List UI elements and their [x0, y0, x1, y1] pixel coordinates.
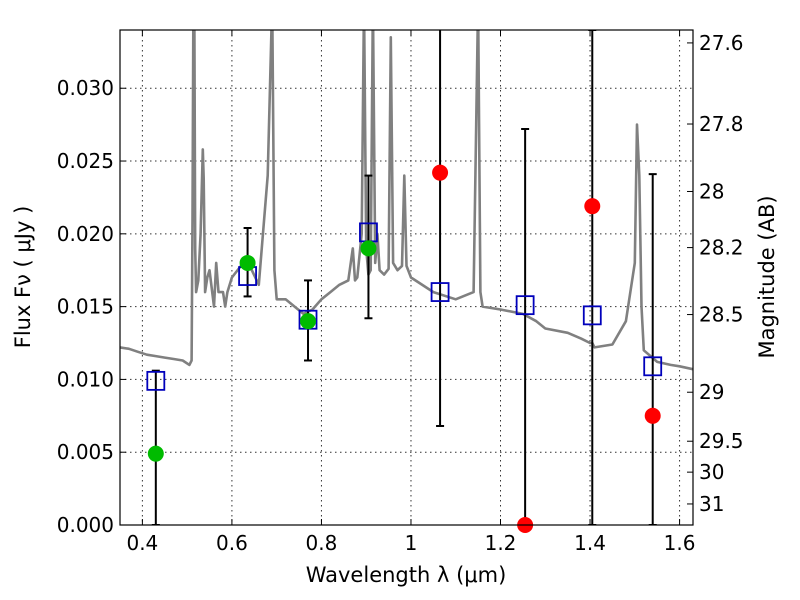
x-tick-label: 1: [405, 531, 418, 555]
photometry-points: [146, 164, 663, 533]
right-axis-label: Magnitude (AB): [755, 195, 779, 358]
magnitude-tick-label: 31: [699, 492, 724, 516]
y-tick-label: 0.030: [57, 76, 114, 100]
model-flux-square: [582, 305, 602, 326]
x-tick-label: 1.6: [664, 531, 696, 555]
observed-flux-circle: [584, 198, 601, 215]
x-tick-label: 1.2: [485, 531, 517, 555]
model-flux-square: [643, 356, 663, 377]
observed-flux-circle: [239, 254, 256, 271]
error-bars: [151, 30, 657, 525]
y-tick-labels: 0.000 0.005 0.010 0.015 0.020 0.025 0.030: [57, 76, 114, 537]
observed-flux-circle: [300, 313, 317, 330]
y-tick-label: 0.010: [57, 367, 114, 391]
x-tick-label: 0.8: [306, 531, 338, 555]
magnitude-tick-label: 29.5: [699, 429, 744, 453]
x-tick-label: 1.4: [574, 531, 606, 555]
x-tick-label: 0.4: [126, 531, 158, 555]
model-spectrum: [120, 30, 693, 371]
magnitude-tick-label: 27.8: [699, 112, 744, 136]
plot-frame: [119, 29, 694, 526]
magnitude-tick-label: 28: [699, 179, 724, 203]
y-axis-label: Flux Fν ( μJy ): [11, 206, 35, 349]
observed-flux-circle: [147, 445, 164, 462]
model-flux-square: [146, 370, 166, 391]
y-tick-label: 0.025: [57, 149, 114, 173]
y-tick-label: 0.020: [57, 222, 114, 246]
spectrum-line: [120, 30, 693, 371]
magnitude-tick-label: 29: [699, 380, 724, 404]
magnitude-tick-label: 30: [699, 460, 724, 484]
observed-flux-circle: [432, 164, 449, 181]
magnitude-tick-label: 28.2: [699, 236, 744, 260]
observed-flux-circle: [360, 240, 377, 257]
y-tick-label: 0.005: [57, 440, 114, 464]
x-axis-label: Wavelength λ (μm): [306, 563, 507, 587]
magnitude-tick-label: 28.5: [699, 303, 744, 327]
y-tick-label: 0.015: [57, 295, 114, 319]
x-tick-label: 0.6: [216, 531, 248, 555]
magnitude-tick-labels: 27.6 27.8 28 28.2 28.5 29 29.5 30 31: [699, 31, 744, 516]
axis-ticks: [120, 30, 693, 526]
observed-flux-circle: [644, 407, 661, 424]
x-tick-labels: 0.4 0.6 0.8 1 1.2 1.4 1.6: [126, 531, 695, 555]
model-flux-square: [515, 295, 535, 316]
magnitude-tick-label: 27.6: [699, 31, 744, 55]
y-tick-label: 0.000: [57, 513, 114, 537]
model-flux-square: [430, 282, 450, 302]
